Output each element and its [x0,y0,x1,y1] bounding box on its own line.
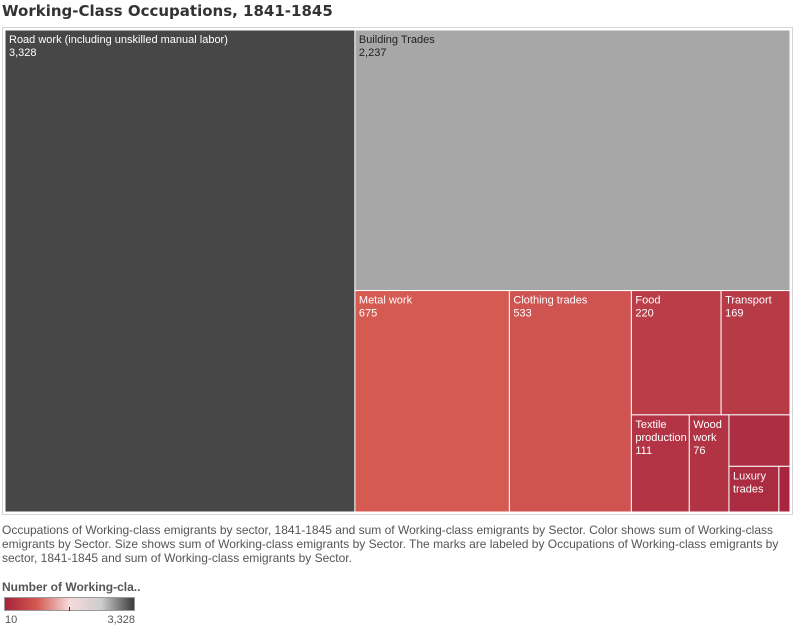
treemap-category-label: work [692,432,717,444]
treemap-value-label: 533 [513,308,531,320]
treemap-rect[interactable] [508,290,632,513]
chart-title: Working-Class Occupations, 1841-1845 [2,2,333,20]
treemap-rect[interactable] [728,414,791,467]
treemap-value-label: 111 [635,445,652,457]
treemap-category-label: Textile [635,419,666,431]
legend-max-label: 3,328 [107,614,135,626]
treemap-rect[interactable] [720,290,791,416]
treemap-value-label: 2,237 [359,47,387,59]
treemap-cell-unlabeled-10[interactable] [778,465,791,513]
treemap-rect[interactable] [4,29,356,513]
treemap-value-label: 3,328 [9,47,37,59]
treemap-value-label: 76 [693,445,705,457]
treemap-cell-road-work-including-unskilled-manual-labor[interactable]: Road work (including unskilled manual la… [4,29,356,513]
treemap-rect[interactable] [688,414,730,513]
treemap-category-label: Food [635,295,660,307]
treemap-rect[interactable] [630,414,690,513]
chart-description: Occupations of Working-class emigrants b… [2,523,779,565]
treemap-rect[interactable] [354,290,510,513]
treemap-category-label: Wood [693,419,722,431]
treemap-category-label: trades [733,483,764,495]
legend-midpoint-tick [69,607,70,611]
treemap-rect[interactable] [630,290,722,416]
legend-min-label: 10 [5,614,18,626]
treemap-category-label: Road work (including unskilled manual la… [9,34,228,46]
treemap-rect[interactable] [728,465,780,513]
treemap-rect[interactable] [354,29,791,292]
treemap-value-label: 220 [635,308,653,320]
treemap-category-label: Transport [725,295,772,307]
treemap-category-label: production [635,432,686,444]
treemap-rect[interactable] [778,465,791,513]
treemap-category-label: Building Trades [359,34,435,46]
treemap-category-label: Metal work [359,295,413,307]
legend-title: Number of Working-cla.. [2,580,141,594]
treemap-value-label: 169 [725,308,743,320]
treemap-cell-unlabeled-8[interactable] [728,414,791,467]
treemap-value-label: 675 [359,308,377,320]
treemap-chart[interactable]: Road work (including unskilled manual la… [2,27,793,515]
treemap-category-label: Clothing trades [513,295,587,307]
treemap-category-label: Luxury [733,470,767,482]
